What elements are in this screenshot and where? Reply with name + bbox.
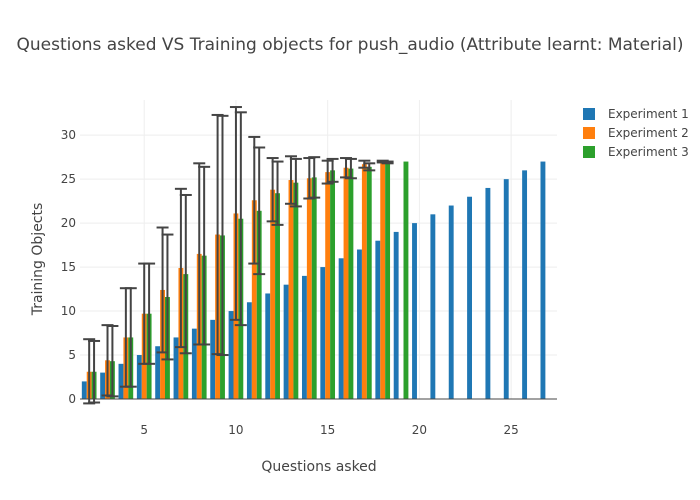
legend: Experiment 1 Experiment 2 Experiment 3: [583, 107, 689, 159]
bar: [380, 161, 386, 399]
legend-item[interactable]: Experiment 2: [583, 126, 689, 140]
bar: [430, 214, 436, 399]
bar: [288, 180, 294, 399]
bar: [118, 363, 124, 399]
bar: [283, 284, 289, 399]
error-bar: [216, 114, 229, 357]
error-bar: [308, 156, 321, 199]
bar: [503, 179, 509, 399]
error-bar: [106, 325, 119, 398]
y-axis-title: Training Objects: [30, 203, 46, 317]
bar: [136, 355, 142, 399]
bar: [366, 166, 372, 399]
bar: [403, 161, 409, 399]
bar: [467, 196, 472, 399]
bar: [256, 210, 262, 399]
bar: [275, 193, 280, 399]
error-bar: [363, 162, 376, 172]
error-bar: [253, 146, 266, 276]
x-tick-label: 5: [140, 423, 148, 437]
error-bar: [289, 157, 302, 208]
legend-item[interactable]: Experiment 3: [583, 145, 689, 159]
legend-label: Experiment 3: [608, 145, 689, 159]
bar: [210, 319, 216, 399]
error-bar-layer: [83, 106, 394, 405]
bar: [343, 167, 349, 399]
bar: [348, 168, 354, 399]
legend-item[interactable]: Experiment 1: [583, 107, 689, 121]
x-tick-label: 15: [320, 423, 335, 437]
bar: [306, 178, 312, 399]
bar: [173, 337, 179, 399]
chart-title: Questions asked VS Training objects for …: [16, 35, 683, 55]
bar: [540, 161, 546, 399]
bar: [246, 302, 252, 399]
bar: [320, 267, 326, 399]
error-bar: [344, 157, 357, 180]
bar: [330, 170, 336, 399]
legend-swatch: [583, 127, 595, 139]
bar: [81, 381, 87, 399]
error-bar: [198, 165, 211, 346]
error-bar: [234, 111, 247, 327]
bar: [448, 205, 454, 399]
bar: [522, 170, 528, 399]
bar: [357, 249, 362, 399]
bar: [412, 223, 417, 399]
bar: [155, 346, 161, 399]
error-bar: [88, 339, 101, 404]
bar: [265, 293, 271, 399]
x-tick-label: 10: [228, 423, 243, 437]
bar: [301, 275, 307, 399]
legend-label: Experiment 2: [608, 126, 689, 140]
bar: [361, 164, 367, 399]
y-tick-label: 10: [61, 304, 76, 318]
bar: [311, 177, 317, 399]
y-tick-label: 30: [61, 128, 76, 142]
y-tick-label: 15: [61, 260, 76, 274]
x-tick-label: 25: [503, 423, 518, 437]
error-bar: [143, 262, 156, 365]
error-bar: [326, 157, 339, 183]
bar: [251, 200, 257, 399]
y-tick-label: 25: [61, 172, 76, 186]
bar: [293, 182, 299, 399]
bar: [325, 172, 331, 399]
axis-layer: 5 10 15 20 25 0 5 10 15 20 25 30: [61, 128, 557, 437]
error-bar: [124, 287, 137, 388]
error-bar: [381, 160, 394, 165]
legend-swatch: [583, 108, 595, 120]
y-tick-label: 20: [61, 216, 76, 230]
legend-label: Experiment 1: [608, 107, 689, 121]
error-bar: [271, 160, 284, 226]
error-bar: [179, 193, 192, 355]
bar: [385, 162, 391, 399]
bar: [338, 258, 344, 399]
bar: [191, 328, 197, 399]
bar: [485, 187, 491, 399]
bar: [270, 189, 276, 399]
error-bar: [161, 233, 174, 361]
bar: [393, 231, 399, 399]
y-tick-label: 0: [68, 392, 76, 406]
bar: [375, 240, 381, 399]
legend-swatch: [583, 146, 595, 158]
x-axis-title: Questions asked: [261, 459, 376, 475]
bar: [228, 311, 234, 399]
x-tick-label: 20: [412, 423, 427, 437]
bar: [100, 372, 106, 399]
y-tick-label: 5: [68, 348, 76, 362]
